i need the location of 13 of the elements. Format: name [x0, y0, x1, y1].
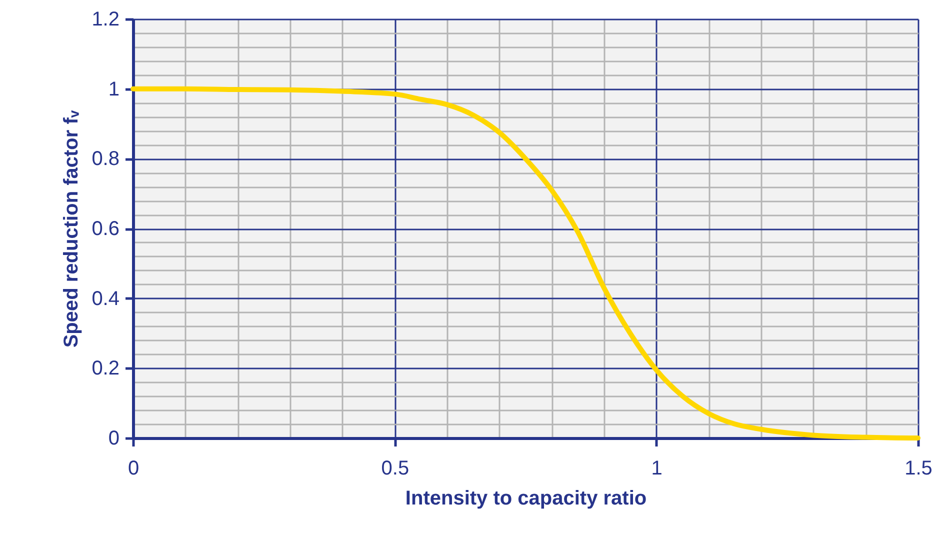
- y-tick-label: 0: [108, 428, 120, 450]
- x-tick-label: 1: [651, 458, 662, 480]
- y-tick-label: 0.2: [92, 358, 120, 380]
- y-tick-label: 0.6: [92, 218, 120, 240]
- y-axis-title: Speed reduction factor fᵥ: [60, 110, 83, 348]
- y-tick-label: 0.4: [92, 288, 120, 310]
- y-tick-label: 1: [108, 78, 120, 100]
- x-axis-title: Intensity to capacity ratio: [405, 488, 647, 510]
- y-tick-label: 0.8: [92, 148, 120, 170]
- x-tick-label: 1.5: [904, 458, 932, 480]
- y-tick-label: 1.2: [92, 8, 120, 30]
- x-tick-label: 0.5: [381, 458, 410, 480]
- x-tick-label: 0: [128, 458, 140, 480]
